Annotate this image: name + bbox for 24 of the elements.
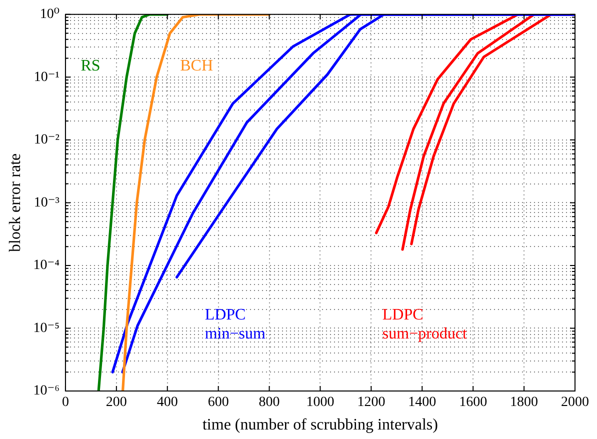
y-tick-label: 10⁻⁶ (33, 384, 60, 399)
text: LDPC min−sum (204, 306, 266, 343)
x-tick-label: 600 (208, 395, 229, 410)
series-label: RS (80, 57, 100, 74)
x-tick-label: 1200 (357, 395, 386, 410)
x-tick-label: 1400 (408, 395, 436, 410)
y-tick-label: 10⁰ (40, 7, 60, 22)
y-tick-label: 10⁻² (34, 132, 60, 148)
series-label: BCH (180, 57, 214, 74)
y-tick-label: 10⁻⁴ (33, 258, 60, 274)
y-axis-title: block error rate (6, 153, 24, 252)
x-tick-label: 2000 (561, 395, 589, 410)
text: LDPC sum−product (382, 306, 468, 343)
x-tick-label: 1600 (459, 395, 488, 410)
y-tick-label: 10⁻⁵ (33, 320, 60, 336)
x-tick-label: 0 (62, 395, 69, 410)
x-tick-label: 1000 (306, 395, 334, 410)
x-axis-title: time (number of scrubbing intervals) (202, 416, 438, 434)
x-tick-label: 400 (156, 395, 178, 410)
y-tick-label: 10⁻³ (34, 195, 60, 210)
x-tick-label: 800 (258, 395, 280, 410)
y-tick-label: 10⁻¹ (34, 70, 60, 85)
x-tick-label: 1800 (510, 395, 538, 410)
x-tick-label: 200 (106, 395, 127, 410)
